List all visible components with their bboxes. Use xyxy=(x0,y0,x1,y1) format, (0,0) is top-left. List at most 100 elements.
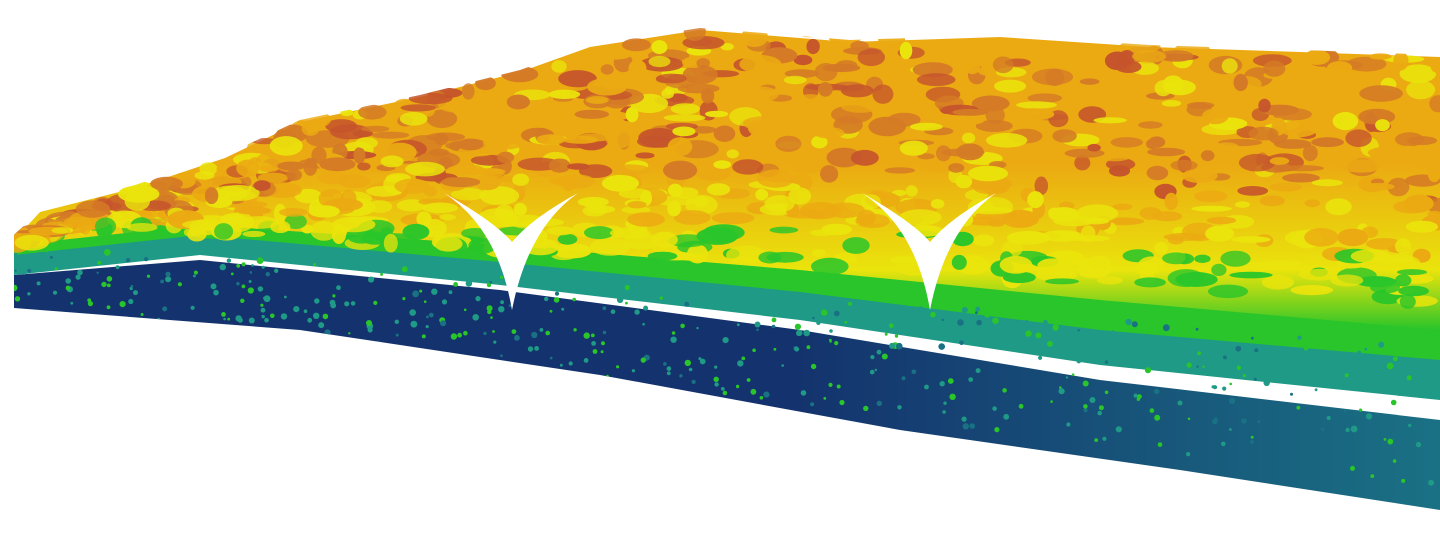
understory-point xyxy=(821,309,828,316)
understory-point xyxy=(508,304,512,307)
understory-point xyxy=(1058,388,1065,395)
understory-point xyxy=(210,283,217,290)
understory-point xyxy=(97,260,102,265)
canopy-crown-point xyxy=(1282,173,1320,183)
canopy-crown-point xyxy=(399,112,428,126)
understory-point xyxy=(133,290,138,296)
understory-point xyxy=(1195,327,1199,331)
understory-point xyxy=(475,296,481,302)
canopy-crown-point xyxy=(899,41,913,60)
canopy-crown-point xyxy=(1147,147,1186,157)
understory-point xyxy=(119,301,126,308)
understory-point xyxy=(248,317,255,324)
understory-point xyxy=(679,374,683,378)
canopy-crown-point xyxy=(955,174,973,189)
understory-point xyxy=(1235,345,1242,352)
canopy-crown-point xyxy=(1027,191,1044,209)
canopy-crown-point xyxy=(242,230,266,238)
understory-point xyxy=(1320,427,1325,432)
understory-point xyxy=(344,301,350,307)
understory-point xyxy=(684,359,691,367)
understory-point xyxy=(486,305,493,312)
canopy-crown-point xyxy=(713,160,731,169)
understory-point xyxy=(344,337,349,342)
canopy-crown-point xyxy=(1170,159,1198,171)
understory-point xyxy=(260,303,264,307)
canopy-crown-point xyxy=(1330,274,1364,287)
understory-point xyxy=(624,284,630,291)
understory-point xyxy=(1221,441,1226,447)
canopy-crown-point xyxy=(964,60,981,75)
canopy-crown-point xyxy=(775,135,802,152)
understory-point xyxy=(713,376,719,382)
understory-point xyxy=(583,358,589,363)
understory-point xyxy=(441,299,448,305)
understory-point xyxy=(27,292,31,296)
understory-point xyxy=(248,280,252,283)
canopy-crown-point xyxy=(1282,165,1324,172)
canopy-crown-point xyxy=(1387,177,1410,197)
canopy-crown-point xyxy=(1146,165,1169,181)
canopy-crown-point xyxy=(769,226,799,234)
canopy-points-layer xyxy=(14,28,1440,486)
understory-point xyxy=(698,357,702,361)
understory-point xyxy=(1089,397,1096,403)
understory-point xyxy=(1250,435,1254,439)
understory-point xyxy=(1018,403,1024,409)
canopy-crown-point xyxy=(1248,126,1279,141)
understory-point xyxy=(803,329,810,337)
understory-point xyxy=(487,309,492,315)
canopy-crown-point xyxy=(94,217,117,236)
understory-point xyxy=(140,313,144,316)
canopy-crown-point xyxy=(1194,190,1228,203)
understory-point xyxy=(746,378,751,382)
canopy-crown-point xyxy=(1350,249,1390,263)
understory-point xyxy=(125,257,131,263)
canopy-crown-point xyxy=(1129,107,1164,120)
canopy-crown-point xyxy=(450,187,486,201)
canopy-crown-point xyxy=(999,256,1033,274)
understory-point xyxy=(975,306,981,312)
canopy-crown-point xyxy=(284,214,307,230)
canopy-crown-point xyxy=(962,132,976,144)
understory-point xyxy=(659,296,663,300)
understory-point xyxy=(1314,388,1318,392)
canopy-crown-point xyxy=(475,174,501,191)
understory-point xyxy=(600,350,604,354)
canopy-crown-point xyxy=(475,76,496,91)
canopy-crown-point xyxy=(952,108,989,116)
understory-point xyxy=(527,346,534,352)
canopy-crown-point xyxy=(912,62,953,78)
understory-point xyxy=(313,312,320,319)
canopy-crown-point xyxy=(594,49,632,60)
understory-point xyxy=(1392,459,1397,463)
canopy-crown-point xyxy=(214,223,234,240)
understory-point xyxy=(14,284,18,292)
understory-point xyxy=(438,352,443,357)
understory-point xyxy=(223,317,226,321)
canopy-crown-point xyxy=(380,155,404,168)
canopy-crown-point xyxy=(1337,228,1369,247)
understory-point xyxy=(366,320,372,326)
canopy-crown-point xyxy=(1395,238,1411,255)
canopy-crown-point xyxy=(821,223,852,236)
canopy-crown-point xyxy=(1013,108,1055,121)
understory-point xyxy=(1177,400,1183,406)
canopy-crown-point xyxy=(506,94,530,110)
canopy-crown-point xyxy=(161,215,190,224)
understory-point xyxy=(752,348,756,353)
understory-point xyxy=(261,265,265,269)
canopy-crown-point xyxy=(1221,58,1238,74)
understory-point xyxy=(49,255,53,259)
understory-point xyxy=(590,333,595,338)
understory-point xyxy=(193,270,198,275)
canopy-crown-point xyxy=(835,60,858,71)
canopy-crown-point xyxy=(546,226,575,236)
understory-point xyxy=(235,315,242,322)
understory-point xyxy=(350,301,356,306)
understory-point xyxy=(591,341,596,346)
understory-point xyxy=(431,288,438,295)
understory-point xyxy=(373,300,378,305)
canopy-crown-point xyxy=(1082,217,1110,225)
canopy-crown-point xyxy=(926,162,949,173)
